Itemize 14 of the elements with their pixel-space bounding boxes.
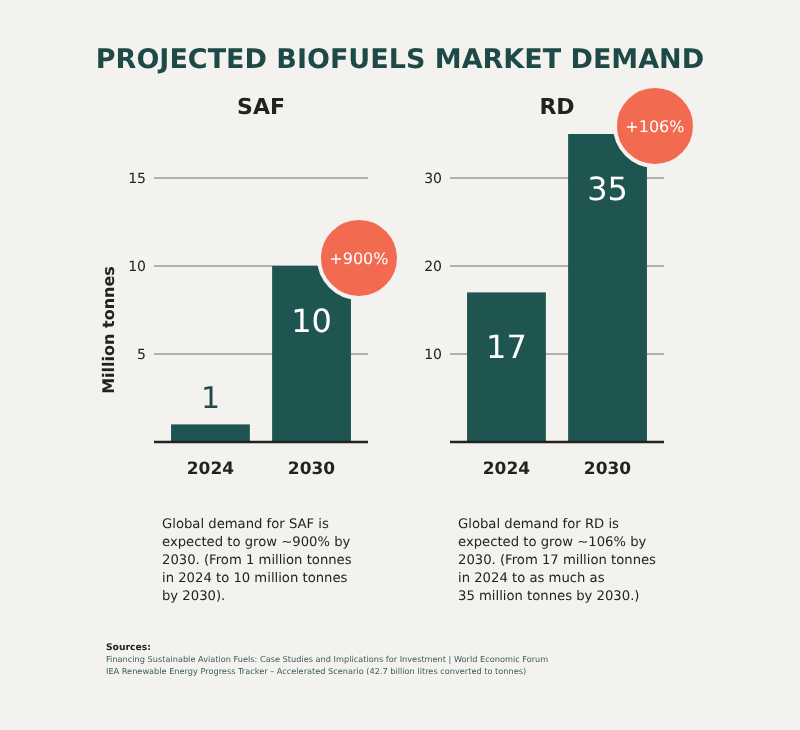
data-label: 1 (200, 380, 221, 417)
annotation: +900% (329, 249, 390, 268)
chart-title: RD (539, 94, 575, 120)
data-label: 35 (587, 170, 628, 208)
text: PROJECTED BIOFUELS MARKET DEMAND (95, 44, 705, 76)
chart-title: SAF (237, 94, 285, 120)
data-label: 17 (486, 328, 527, 367)
x-tick-label: 2024 (186, 460, 235, 480)
annotation: +106% (625, 117, 686, 136)
data-label: 10 (291, 302, 332, 340)
y-axis-title: Million tonnes (100, 265, 118, 394)
x-tick-label: 2030 (583, 460, 632, 480)
x-tick-label: 2024 (482, 460, 531, 480)
x-tick-label: 2030 (287, 460, 336, 480)
